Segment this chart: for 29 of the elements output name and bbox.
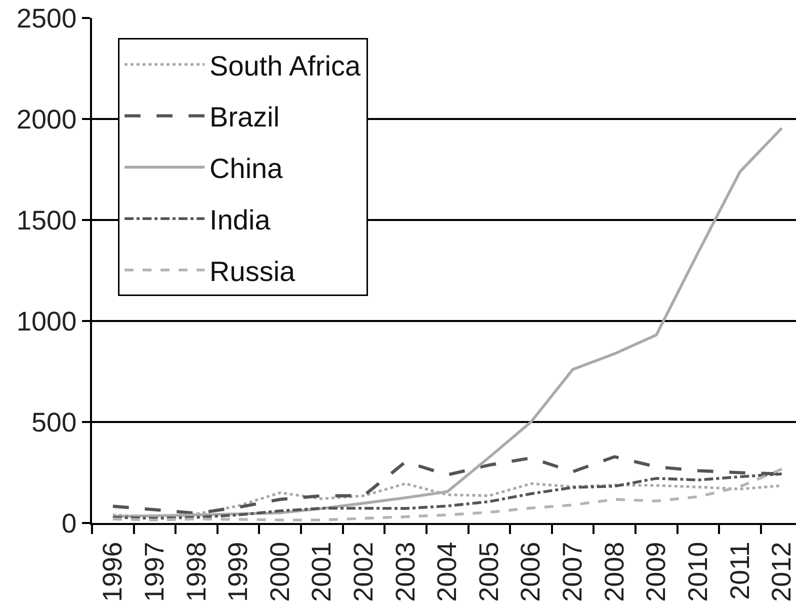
y-tick-label: 2500 <box>16 3 77 34</box>
x-tick-label: 2003 <box>390 542 420 602</box>
x-tick-label: 2009 <box>641 542 672 602</box>
x-tick-label: 1997 <box>139 542 170 602</box>
legend-label: India <box>210 204 271 236</box>
x-tick-label: 2002 <box>348 542 379 602</box>
x-tick-label: 2005 <box>474 542 504 602</box>
x-tick-label: 2001 <box>306 542 337 602</box>
y-tick-label: 1500 <box>16 205 77 236</box>
x-tick-label: 2000 <box>264 542 295 602</box>
y-tick-label: 0 <box>62 508 77 538</box>
legend-label: Russia <box>210 256 296 287</box>
x-tick-label: 2006 <box>516 542 546 602</box>
x-tick-label: 2008 <box>599 542 630 602</box>
legend-label: Brazil <box>210 102 280 133</box>
y-tick-label: 500 <box>32 407 77 438</box>
line-series <box>112 126 784 518</box>
y-tick-label: 2000 <box>16 104 77 134</box>
x-tick-label: 2007 <box>558 542 588 602</box>
x-tick-label: 2004 <box>432 542 462 602</box>
x-tick-label: 1998 <box>181 542 212 602</box>
y-tick-label: 1000 <box>16 306 77 336</box>
legend-label: China <box>210 153 284 184</box>
x-tick-label: 1996 <box>98 542 128 602</box>
legend-label: South Africa <box>210 50 361 82</box>
x-tick-label: 2011 <box>724 542 755 600</box>
x-tick-label: 2010 <box>682 542 713 602</box>
x-tick-label: 1999 <box>223 542 254 602</box>
x-tick-label: 2012 <box>766 542 796 602</box>
